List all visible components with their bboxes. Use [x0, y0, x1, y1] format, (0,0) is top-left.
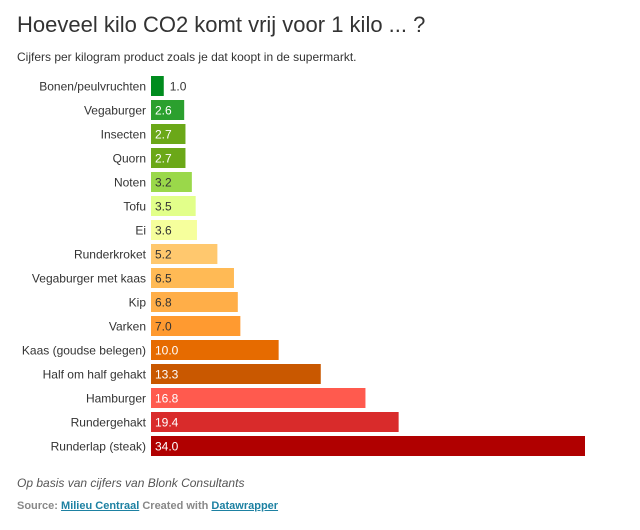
category-label: Varken	[109, 320, 146, 334]
created-label: Created with	[142, 500, 209, 512]
category-label: Runderlap (steak)	[51, 440, 146, 454]
bar-chart: Bonen/peulvruchten 1.0 Vegaburger 2.6 Insect…	[22, 76, 585, 456]
bar	[151, 100, 185, 120]
datawrapper-link[interactable]: Datawrapper	[211, 500, 279, 512]
value-label: 19.4	[155, 416, 179, 430]
bar	[151, 364, 321, 384]
bar	[151, 268, 234, 288]
value-label: 3.6	[155, 224, 172, 238]
value-label: 5.2	[155, 248, 172, 262]
category-label: Hamburger	[86, 392, 146, 406]
category-label: Vegaburger	[84, 104, 146, 118]
bar	[151, 340, 279, 360]
value-label: 10.0	[155, 344, 179, 358]
category-label: Noten	[114, 176, 146, 190]
bar	[151, 388, 366, 408]
chart-title: Hoeveel kilo CO2 komt vrij voor 1 kilo .…	[17, 12, 426, 37]
chart-notes: Op basis van cijfers van Blonk Consultan…	[17, 476, 245, 490]
value-label: 34.0	[155, 440, 179, 454]
bar	[151, 436, 585, 456]
source-line: Source: Milieu Centraal Created with Dat…	[17, 500, 278, 512]
value-label: 2.6	[155, 104, 172, 118]
category-label: Kip	[129, 296, 147, 310]
category-label: Ei	[135, 224, 146, 238]
value-label: 1.0	[170, 80, 187, 94]
category-label: Runderkroket	[74, 248, 147, 262]
category-label: Insecten	[101, 128, 146, 142]
value-label: 6.5	[155, 272, 172, 286]
bar	[151, 172, 192, 192]
value-label: 16.8	[155, 392, 179, 406]
category-label: Half om half gehakt	[43, 368, 147, 382]
bar	[151, 292, 238, 312]
value-label: 6.8	[155, 296, 172, 310]
bar	[151, 148, 186, 168]
value-label: 13.3	[155, 368, 179, 382]
bar	[151, 124, 186, 144]
value-label: 2.7	[155, 128, 172, 142]
value-label: 3.2	[155, 176, 172, 190]
category-label: Rundergehakt	[71, 416, 147, 430]
bar	[151, 76, 164, 96]
category-label: Vegaburger met kaas	[32, 272, 146, 286]
bar	[151, 316, 241, 336]
bar	[151, 220, 197, 240]
category-label: Quorn	[113, 152, 146, 166]
value-label: 7.0	[155, 320, 172, 334]
category-label: Tofu	[123, 200, 146, 214]
bar	[151, 244, 218, 264]
category-label: Kaas (goudse belegen)	[22, 344, 146, 358]
bar	[151, 196, 196, 216]
category-label: Bonen/peulvruchten	[39, 80, 146, 94]
bar	[151, 412, 399, 432]
source-label: Source:	[17, 500, 58, 512]
value-label: 2.7	[155, 152, 172, 166]
source-link[interactable]: Milieu Centraal	[61, 500, 140, 512]
value-label: 3.5	[155, 200, 172, 214]
chart-subtitle: Cijfers per kilogram product zoals je da…	[17, 50, 357, 64]
